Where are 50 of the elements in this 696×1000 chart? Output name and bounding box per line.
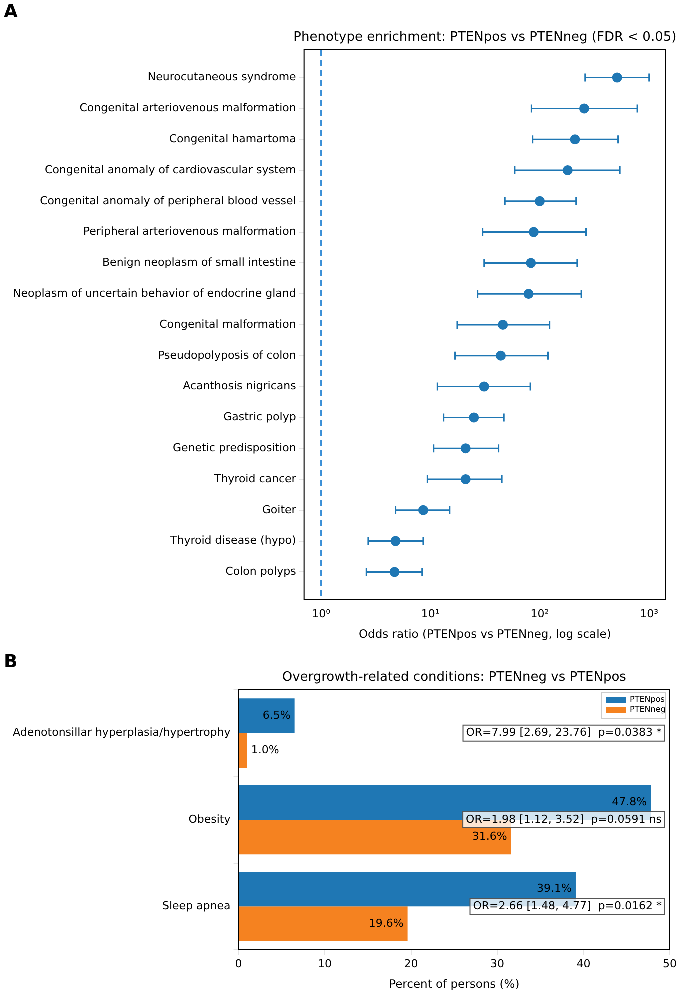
legend-label: PTENneg (630, 705, 666, 714)
y-tick-label: Neoplasm of uncertain behavior of endocrine gland (12, 286, 296, 300)
y-tick-label: Pseudopolyposis of colon (158, 348, 296, 362)
x-tick-label: 10¹ (421, 607, 440, 620)
text: B (4, 652, 18, 673)
bar (239, 698, 295, 734)
y-tick-label: Neurocutaneous syndrome (148, 70, 297, 84)
x-tick-label: 10 (318, 957, 332, 970)
data-label: 6.5% (262, 708, 291, 722)
y-tick-label: Thyroid disease (hypo) (170, 534, 296, 548)
data-label: 47.8% (612, 796, 648, 809)
y-tick-label: Peripheral arteriovenous malformation (83, 225, 296, 238)
x-tick-label: 10³ (640, 607, 659, 620)
bar (239, 906, 408, 942)
x-axis-title: Odds ratio (PTENpos vs PTENneg, log scale) (359, 627, 612, 642)
annotation: OR=7.99 [2.69, 23.76] p=0.0383 * (466, 726, 662, 740)
chart-title: Overgrowth-related conditions: PTENneg vs PTENpos (282, 670, 627, 685)
x-axis-title: Percent of persons (%) (389, 977, 520, 992)
y-tick-label: Sleep apnea (162, 900, 231, 913)
x-tick-label: 10² (530, 607, 550, 620)
y-tick-label: Colon polyps (226, 565, 297, 578)
bar (239, 733, 248, 768)
chart-title: Phenotype enrichment: PTENpos vs PTENneg (FDR < 0.05) (294, 30, 677, 45)
y-tick-label: Congenital arteriovenous malformation (80, 102, 296, 115)
x-tick-label: 50 (663, 957, 677, 970)
data-label: 19.6% (368, 916, 404, 930)
x-tick-label: 30 (490, 957, 505, 970)
y-tick-label: Congenital anomaly of cardiovascular system (45, 163, 296, 176)
y-tick-label: Goiter (262, 503, 297, 516)
y-tick-label: Acanthosis nigricans (183, 380, 297, 393)
data-label: 31.6% (472, 830, 508, 844)
annotation: OR=1.98 [1.12, 3.52] p=0.0591 ns (466, 812, 662, 826)
x-tick-label: 0 (235, 957, 242, 970)
legend-label: PTENpos (630, 695, 665, 704)
y-tick-label: Congenital anomaly of peripheral blood vessel (40, 194, 296, 208)
x-tick-label: 40 (576, 957, 591, 970)
y-tick-label: Congenital malformation (160, 318, 296, 331)
y-tick-label: Adenotonsillar hyperplasia/hypertrophy (13, 726, 232, 740)
y-tick-label: Thyroid cancer (213, 472, 297, 486)
y-tick-label: Genetic predisposition (173, 441, 296, 454)
x-tick-label: 10⁰ (312, 607, 332, 620)
x-tick-label: 20 (404, 957, 418, 970)
y-tick-label: Gastric polyp (224, 410, 296, 424)
y-tick-label: Benign neoplasm of small intestine (102, 256, 297, 270)
y-tick-label: Obesity (188, 812, 232, 826)
data-label: 39.1% (537, 882, 572, 896)
data-label: 1.0% (251, 744, 280, 757)
annotation: OR=2.66 [1.48, 4.77] p=0.0162 * (473, 900, 662, 913)
text: A (4, 2, 18, 23)
y-tick-label: Congenital hamartoma (169, 132, 296, 146)
